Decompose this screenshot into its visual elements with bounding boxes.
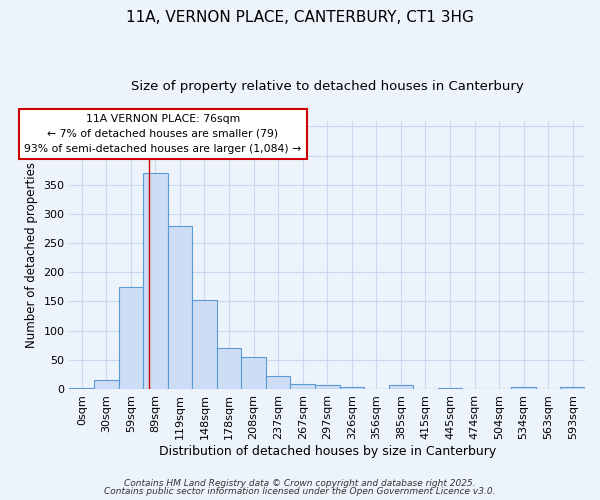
- Bar: [438, 388, 462, 389]
- Title: Size of property relative to detached houses in Canterbury: Size of property relative to detached ho…: [131, 80, 524, 93]
- Bar: [217, 348, 241, 389]
- Bar: [511, 387, 536, 389]
- Bar: [389, 386, 413, 389]
- X-axis label: Distribution of detached houses by size in Canterbury: Distribution of detached houses by size …: [158, 444, 496, 458]
- Bar: [94, 380, 119, 389]
- Text: 11A, VERNON PLACE, CANTERBURY, CT1 3HG: 11A, VERNON PLACE, CANTERBURY, CT1 3HG: [126, 10, 474, 25]
- Bar: [560, 387, 585, 389]
- Bar: [340, 387, 364, 389]
- Bar: [167, 226, 192, 389]
- Text: Contains HM Land Registry data © Crown copyright and database right 2025.: Contains HM Land Registry data © Crown c…: [124, 478, 476, 488]
- Bar: [119, 287, 143, 389]
- Y-axis label: Number of detached properties: Number of detached properties: [25, 162, 38, 348]
- Bar: [241, 358, 266, 389]
- Text: 11A VERNON PLACE: 76sqm
← 7% of detached houses are smaller (79)
93% of semi-det: 11A VERNON PLACE: 76sqm ← 7% of detached…: [24, 114, 301, 154]
- Bar: [192, 300, 217, 389]
- Bar: [315, 386, 340, 389]
- Bar: [70, 388, 94, 389]
- Bar: [266, 376, 290, 389]
- Text: Contains public sector information licensed under the Open Government Licence v3: Contains public sector information licen…: [104, 487, 496, 496]
- Bar: [290, 384, 315, 389]
- Bar: [143, 173, 167, 389]
